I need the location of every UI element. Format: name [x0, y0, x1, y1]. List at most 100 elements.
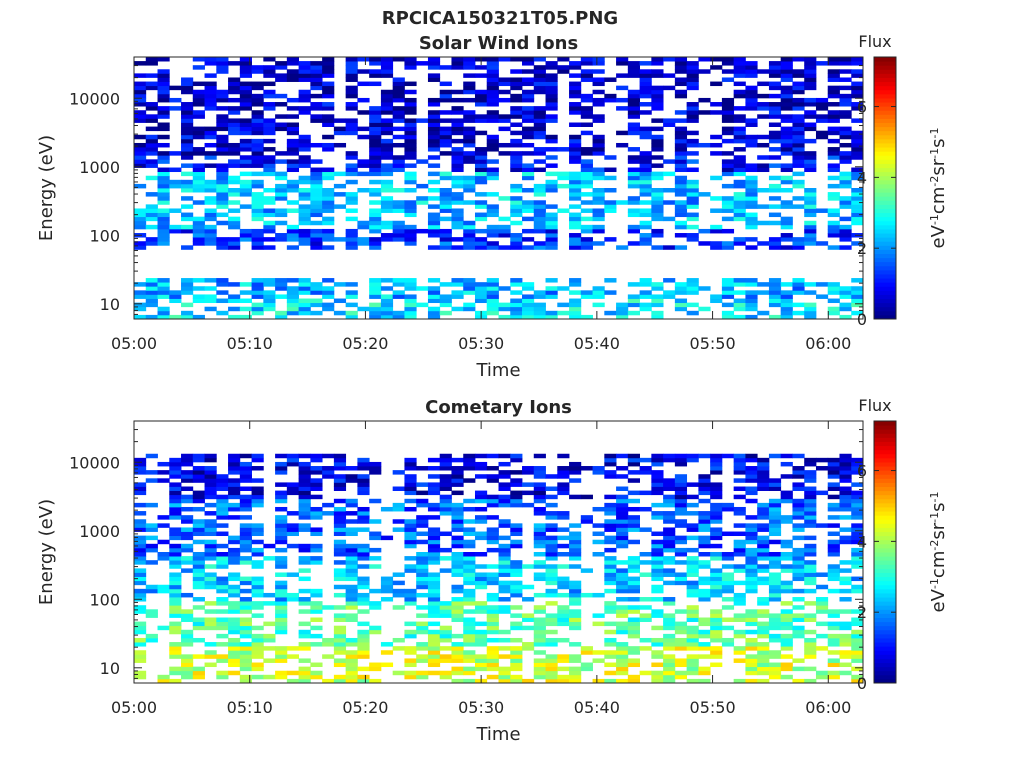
- heatmap-cell: [757, 142, 770, 148]
- heatmap-cell: [345, 290, 358, 295]
- heatmap-cell: [651, 175, 664, 181]
- heatmap-cell: [651, 85, 664, 91]
- heatmap-cell: [710, 637, 723, 643]
- heatmap-cell: [239, 678, 252, 684]
- heatmap-cell: [204, 142, 217, 148]
- heatmap-cell: [439, 466, 452, 471]
- heatmap-cell: [851, 678, 864, 684]
- heatmap-cell: [804, 588, 817, 594]
- heatmap-cell: [851, 617, 864, 622]
- heatmap-cell: [710, 224, 723, 230]
- heatmap-cell: [157, 220, 170, 226]
- heatmap-cell: [298, 588, 311, 594]
- heatmap-cell: [745, 486, 758, 491]
- heatmap-cell: [169, 678, 182, 684]
- heatmap-cell: [792, 179, 805, 185]
- heatmap-cell: [134, 241, 147, 246]
- heatmap-cell: [616, 629, 629, 635]
- heatmap-cell: [239, 290, 252, 295]
- heatmap-cell: [263, 130, 276, 136]
- heatmap-cell: [792, 89, 805, 95]
- heatmap-cell: [569, 592, 582, 598]
- heatmap-cell: [451, 556, 464, 561]
- heatmap-cell: [710, 142, 723, 148]
- heatmap-cell: [569, 278, 582, 283]
- heatmap-cell: [616, 658, 629, 663]
- heatmap-cell: [474, 519, 488, 524]
- heatmap-cell: [392, 188, 405, 193]
- heatmap-cell: [298, 666, 311, 672]
- heatmap-cell: [651, 233, 664, 238]
- heatmap-cell: [239, 654, 252, 659]
- colorbar-segment: [874, 605, 896, 610]
- heatmap-cell: [251, 580, 264, 586]
- figure-title: RPCICA150321T05.PNG: [382, 8, 618, 29]
- heatmap-cell: [134, 220, 147, 226]
- heatmap-cell: [851, 531, 864, 537]
- heatmap-cell: [498, 474, 511, 479]
- heatmap-cell: [616, 130, 629, 136]
- heatmap-cell: [427, 646, 441, 651]
- heatmap-cell: [357, 224, 370, 230]
- heatmap-cell: [686, 642, 699, 647]
- heatmap-cell: [733, 183, 746, 189]
- heatmap-cell: [827, 310, 840, 316]
- heatmap-cell: [357, 81, 370, 87]
- heatmap-cell: [134, 183, 147, 189]
- heatmap-cell: [192, 457, 205, 463]
- heatmap-cell: [216, 523, 229, 528]
- heatmap-cell: [569, 314, 582, 320]
- heatmap-cell: [698, 588, 711, 594]
- heatmap-cell: [169, 527, 182, 532]
- heatmap-cell: [545, 163, 558, 168]
- heatmap-cell: [780, 298, 793, 304]
- heatmap-cell: [439, 568, 452, 573]
- heatmap-cell: [380, 57, 394, 62]
- heatmap-cell: [192, 200, 205, 205]
- heatmap-cell: [557, 453, 570, 459]
- heatmap-cell: [522, 314, 535, 320]
- heatmap-cell: [510, 122, 523, 127]
- heatmap-cell: [275, 77, 288, 82]
- heatmap-cell: [204, 85, 217, 91]
- heatmap-cell: [839, 654, 852, 659]
- heatmap-cell: [404, 314, 417, 320]
- colorbar-segment: [874, 572, 896, 578]
- heatmap-cell: [557, 617, 570, 622]
- heatmap-cell: [733, 547, 746, 553]
- heatmap-cell: [510, 502, 523, 508]
- heatmap-cell: [404, 57, 417, 62]
- colorbar-segment: [874, 212, 896, 218]
- heatmap-cell: [427, 609, 441, 614]
- heatmap-cell: [827, 110, 840, 115]
- heatmap-cell: [839, 179, 852, 185]
- heatmap-cell: [263, 57, 276, 62]
- heatmap-cell: [169, 179, 182, 185]
- heatmap-cell: [474, 474, 488, 479]
- heatmap-cell: [427, 204, 441, 209]
- heatmap-cell: [333, 204, 347, 209]
- heatmap-cell: [792, 118, 805, 123]
- heatmap-cell: [510, 572, 523, 577]
- heatmap-cell: [674, 81, 688, 87]
- heatmap-cell: [486, 453, 499, 459]
- heatmap-cell: [263, 171, 276, 177]
- heatmap-cell: [275, 515, 288, 520]
- heatmap-cell: [310, 592, 323, 598]
- colorbar-segment: [874, 273, 896, 279]
- heatmap-cell: [792, 102, 805, 107]
- heatmap-cell: [616, 498, 629, 504]
- heatmap-cell: [486, 93, 499, 99]
- colorbar-segment: [874, 490, 896, 496]
- heatmap-cell: [298, 486, 311, 491]
- heatmap-cell: [780, 147, 793, 152]
- heatmap-cell: [627, 114, 640, 119]
- heatmap-cell: [263, 245, 276, 250]
- heatmap-cell: [498, 519, 511, 524]
- heatmap-cell: [216, 486, 229, 491]
- heatmap-cell: [710, 654, 723, 659]
- heatmap-cell: [569, 183, 582, 189]
- heatmap-cell: [380, 588, 394, 594]
- heatmap-cell: [745, 527, 758, 532]
- heatmap-cell: [745, 183, 758, 189]
